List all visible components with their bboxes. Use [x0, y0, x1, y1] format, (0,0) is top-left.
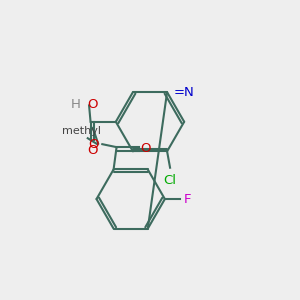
Text: H: H — [70, 98, 80, 111]
Text: F: F — [184, 193, 192, 206]
Text: O: O — [88, 138, 99, 151]
Text: =N: =N — [174, 86, 194, 99]
Text: O: O — [87, 144, 97, 157]
Text: methyl: methyl — [62, 126, 101, 136]
Text: Cl: Cl — [164, 174, 177, 187]
Text: O: O — [88, 98, 98, 111]
Text: O: O — [140, 142, 151, 155]
